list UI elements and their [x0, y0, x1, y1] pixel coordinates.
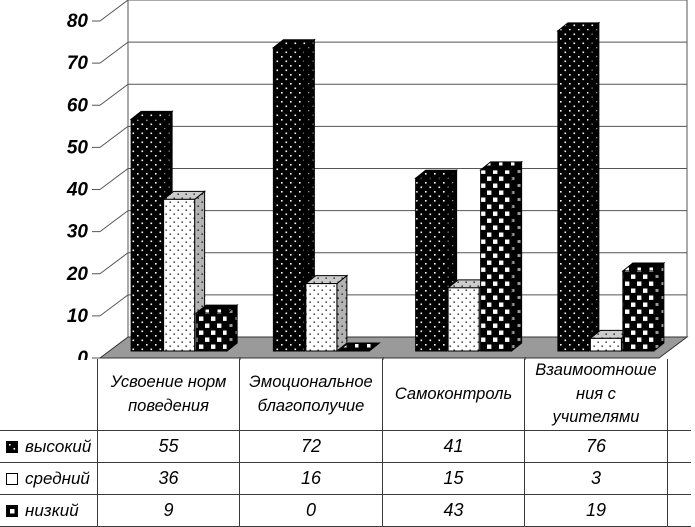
y-axis-label: 10 — [67, 306, 89, 327]
y-axis-label: 0 — [77, 348, 88, 360]
gridline — [99, 294, 129, 317]
category-label-1: Усвоение норм поведения — [98, 359, 240, 430]
y-axis-labels: 0 10 20 30 40 50 60 70 80 — [66, 11, 89, 360]
bar-низкий-2 — [336, 342, 381, 352]
gridline — [99, 210, 129, 233]
value-high-3: 41 — [383, 430, 525, 462]
value-low-1: 9 — [98, 494, 240, 527]
bars — [129, 21, 666, 353]
depth-spacer — [668, 430, 691, 462]
gridline — [99, 125, 129, 148]
depth-spacer — [668, 494, 691, 527]
gridline — [99, 0, 129, 22]
gridline — [99, 252, 129, 275]
legend-row-mid: средний — [0, 462, 98, 494]
bar-средний-2 — [304, 274, 349, 353]
value-high-4: 76 — [525, 430, 668, 462]
y-axis-label: 30 — [67, 222, 89, 243]
gridline — [99, 41, 129, 64]
y-axis-label: 60 — [67, 95, 89, 116]
bar-низкий-3 — [479, 160, 524, 353]
bar-высокий-3 — [414, 169, 459, 353]
legend-row-low: низкий — [0, 494, 98, 527]
category-label-2: Эмоциональное благополучие — [240, 359, 383, 430]
value-mid-1: 36 — [98, 462, 240, 494]
y-axis-label: 40 — [66, 180, 89, 201]
legend-header-spacer — [0, 359, 98, 430]
series-low-marker-icon — [6, 504, 18, 517]
category-label-4: Взаимоотноше ния с учителями — [525, 359, 668, 430]
bar-низкий-4 — [621, 261, 666, 353]
series-low-label: низкий — [25, 500, 79, 520]
y-axis-label: 50 — [67, 137, 89, 158]
y-axis-label: 80 — [67, 11, 89, 32]
legend-row-high: высокий — [0, 430, 98, 462]
data-table: Усвоение норм поведения Эмоциональное бл… — [0, 359, 691, 527]
bar-высокий-1 — [129, 110, 174, 353]
value-low-4: 19 — [525, 494, 668, 527]
series-mid-label: средний — [25, 468, 90, 488]
value-mid-2: 16 — [240, 462, 383, 494]
value-mid-4: 3 — [525, 462, 668, 494]
bar-chart-3d: 0 10 20 30 40 50 60 70 80 — [66, 0, 689, 360]
series-mid-marker-icon — [6, 472, 18, 485]
depth-spacer — [668, 359, 691, 430]
y-axis-label: 70 — [67, 53, 89, 74]
value-high-2: 72 — [240, 430, 383, 462]
y-axis-label: 20 — [66, 264, 89, 285]
bar-низкий-1 — [194, 304, 239, 353]
value-low-3: 43 — [383, 494, 525, 527]
gridline — [99, 168, 129, 190]
chart-floor — [98, 336, 689, 359]
category-label-3: Самоконтроль — [383, 359, 525, 430]
value-low-2: 0 — [240, 494, 383, 527]
series-high-marker-icon — [6, 440, 18, 453]
gridline — [99, 83, 129, 106]
depth-spacer — [668, 462, 691, 494]
bar-высокий-2 — [271, 38, 316, 353]
series-high-label: высокий — [25, 436, 92, 456]
value-mid-3: 15 — [383, 462, 525, 494]
bar-высокий-4 — [556, 21, 601, 353]
value-high-1: 55 — [98, 430, 240, 462]
